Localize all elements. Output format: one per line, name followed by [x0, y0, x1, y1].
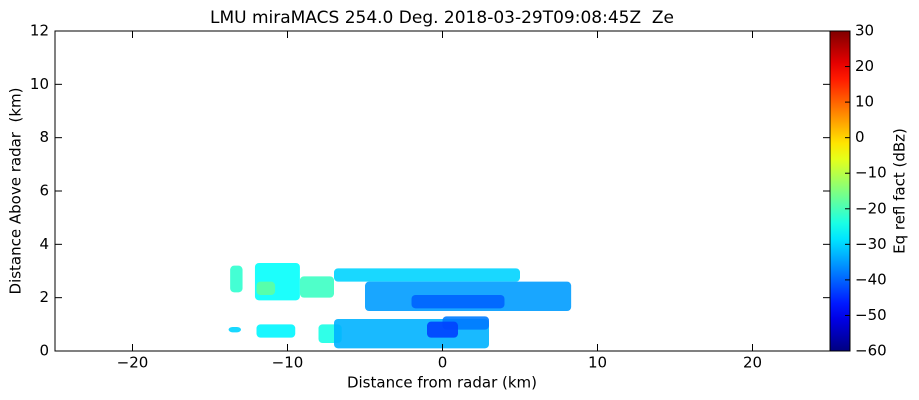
colorbar-tick-label: −60	[855, 342, 887, 360]
colorbar-tick-label: −10	[855, 164, 887, 182]
echo-patch	[230, 265, 243, 293]
y-tick-label: 4	[39, 235, 49, 253]
x-tick-label: 0	[438, 354, 448, 372]
y-tick-label: 12	[30, 22, 49, 40]
colorbar-label: Eq refl fact (dBz)	[891, 128, 909, 254]
y-tick-label: 10	[30, 75, 49, 93]
colorbar-tick-label: −40	[855, 270, 887, 288]
x-tick-label: 20	[743, 354, 762, 372]
echo-patch	[256, 324, 296, 338]
echo-field	[228, 263, 572, 349]
echo-patch	[411, 295, 505, 309]
x-tick-label: −20	[117, 354, 149, 372]
y-tick-label: 8	[39, 128, 49, 146]
colorbar-tick-label: −30	[855, 235, 887, 253]
echo-patch	[334, 268, 520, 282]
echo-patch	[299, 276, 334, 298]
y-tick-label: 6	[39, 182, 49, 200]
colorbar-tick-label: −50	[855, 306, 887, 324]
colorbar-tick-label: −20	[855, 199, 887, 217]
y-tick-label: 2	[39, 288, 49, 306]
echo-patch	[228, 327, 241, 333]
y-axis-label: Distance Above radar (km)	[7, 88, 25, 295]
chart-title: LMU miraMACS 254.0 Deg. 2018-03-29T09:08…	[210, 8, 674, 28]
echo-patch	[256, 281, 276, 295]
colorbar-tick-label: 10	[855, 93, 874, 111]
x-axis-label: Distance from radar (km)	[347, 374, 537, 392]
y-tick-label: 0	[39, 342, 49, 360]
colorbar-tick-label: 20	[855, 57, 874, 75]
x-tick-label: −10	[272, 354, 304, 372]
x-tick-label: 10	[588, 354, 607, 372]
colorbar-tick-label: 30	[855, 22, 874, 40]
colorbar-tick-label: 0	[855, 128, 865, 146]
echo-patch	[427, 321, 458, 338]
colorbar	[829, 30, 851, 352]
